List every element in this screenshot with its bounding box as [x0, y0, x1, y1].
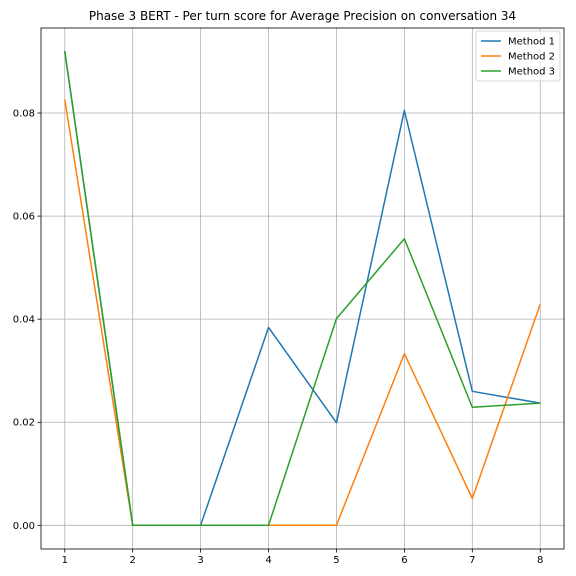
x-tick-label: 5: [333, 555, 339, 566]
grid: [41, 28, 564, 549]
chart-title: Phase 3 BERT - Per turn score for Averag…: [89, 9, 516, 23]
y-tick-label: 0.00: [13, 521, 35, 532]
y-tick-label: 0.02: [13, 418, 35, 429]
legend-label: Method 1: [508, 37, 555, 48]
series-lines: [64, 51, 541, 527]
x-tick-label: 6: [401, 555, 407, 566]
legend-label: Method 2: [508, 52, 555, 63]
plot-frame: [40, 27, 565, 550]
series-line-method-1: [64, 51, 541, 527]
y-tick-label: 0.06: [13, 212, 35, 223]
x-tick-label: 4: [265, 555, 271, 566]
series-line-method-2: [64, 99, 541, 527]
x-tick-label: 2: [130, 555, 136, 566]
x-tick-label: 1: [62, 555, 68, 566]
y-tick-label: 0.04: [13, 315, 35, 326]
x-tick-label: 8: [537, 555, 543, 566]
x-tick-label: 3: [197, 555, 203, 566]
x-tick-label: 7: [469, 555, 475, 566]
series-line-method-3: [64, 51, 541, 527]
legend-label: Method 3: [508, 67, 555, 78]
axes: 1 2 3 4 5 6 7 8 0.00 0.02 0.04 0.06 0.08: [13, 27, 565, 566]
legend-box: [475, 30, 561, 82]
y-tick-label: 0.08: [13, 109, 35, 120]
legend: Method 1 Method 2 Method 3: [475, 30, 561, 82]
